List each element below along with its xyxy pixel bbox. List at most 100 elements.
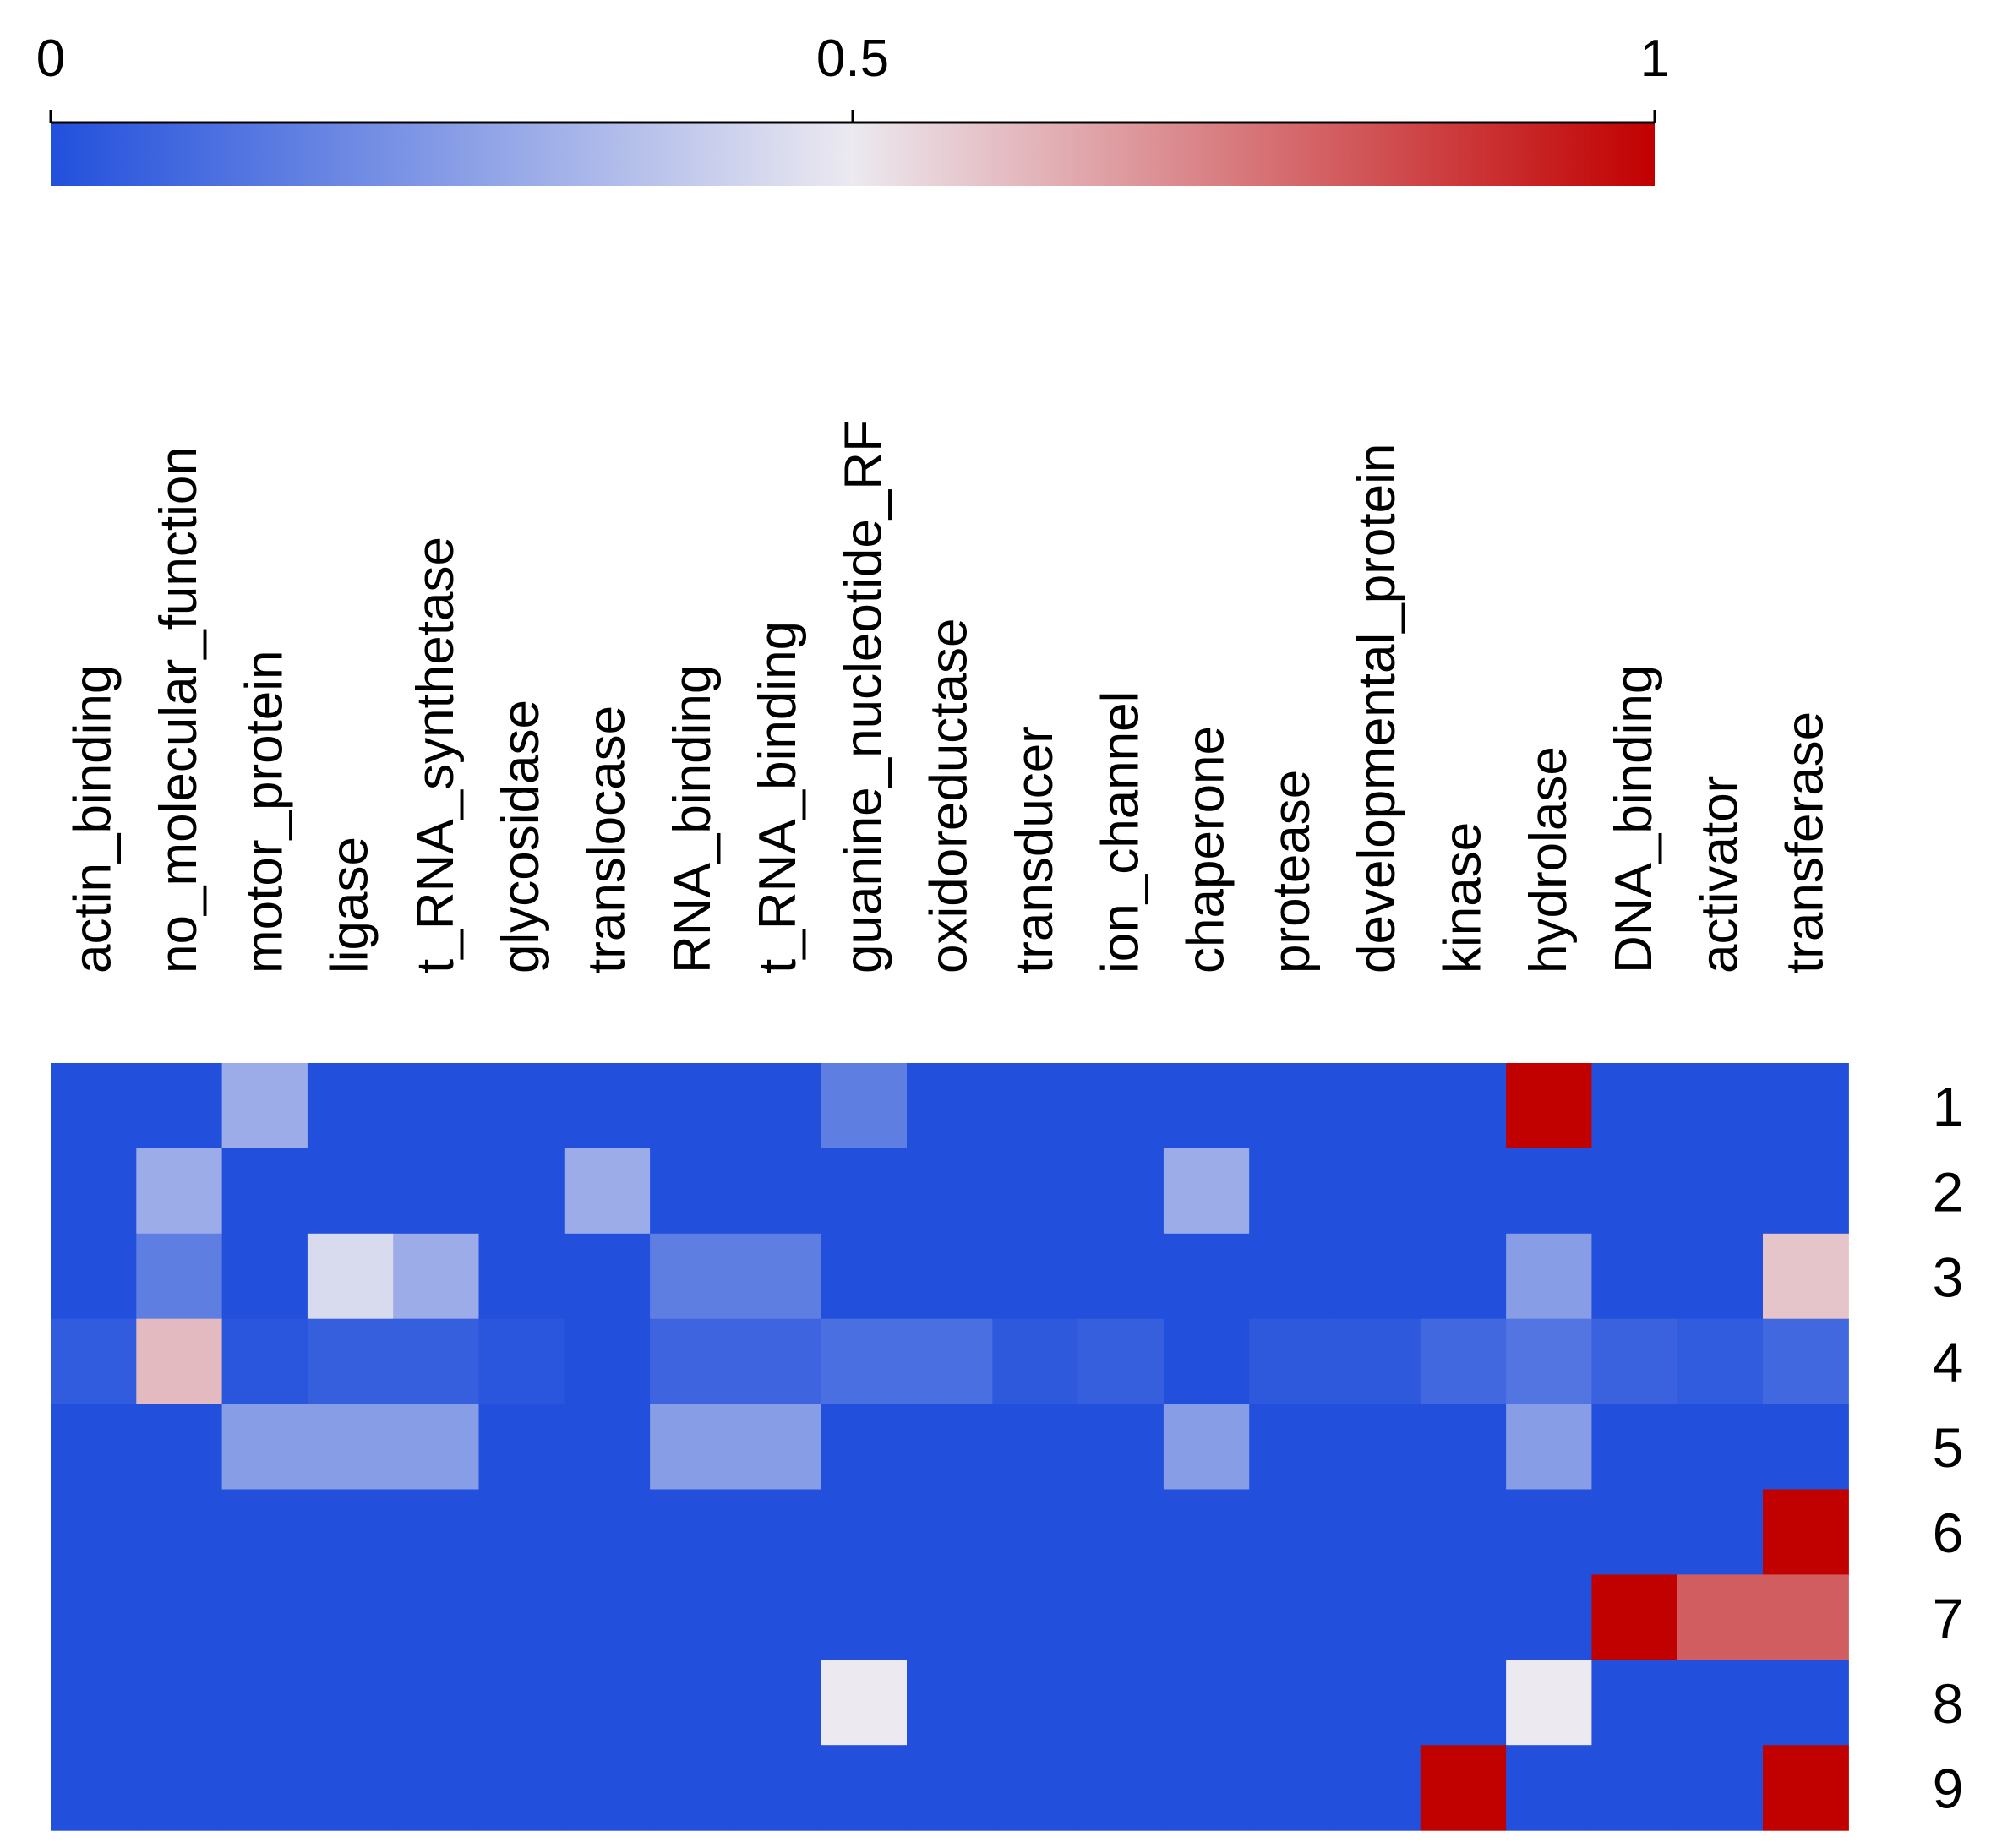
row-label-6: 6 (1933, 1502, 1964, 1564)
heatmap-cell-r7-activator (1677, 1574, 1764, 1660)
heatmap-cell-r7-oxidoreductase (907, 1574, 993, 1660)
column-label-t_RNA_synthetase: t_RNA_synthetase (406, 537, 465, 973)
heatmap-cell-r5-no_molecular_function (136, 1404, 223, 1491)
column-label-kinase: kinase (1434, 822, 1492, 973)
heatmap-cell-r7-t_RNA_synthetase (393, 1574, 480, 1660)
heatmap-cell-r8-oxidoreductase (907, 1660, 993, 1746)
colorbar-tick-label-1: 0.5 (816, 30, 889, 88)
heatmap-cell-r8-ligase (307, 1660, 394, 1746)
heatmap-cell-r2-t_RNA_synthetase (393, 1148, 480, 1235)
heatmap-cell-r9-no_molecular_function (136, 1745, 223, 1831)
heatmap-cell-r4-actin_binding (51, 1318, 137, 1405)
heatmap-cell-r1-motor_protein (221, 1063, 308, 1149)
heatmap-cell-r2-translocase (564, 1148, 651, 1235)
row-label-3: 3 (1933, 1246, 1964, 1308)
column-label-guanine_nucleotide_RF: guanine_nucleotide_RF (834, 420, 892, 973)
heatmap-cell-r1-kinase (1420, 1063, 1507, 1149)
column-label-protease: protease (1263, 770, 1321, 973)
heatmap-cell-r6-RNA_binding (650, 1489, 736, 1575)
heatmap-cell-r6-oxidoreductase (907, 1489, 993, 1575)
heatmap-cell-r3-glycosidase (478, 1233, 565, 1320)
heatmap-cell-r7-glycosidase (478, 1574, 565, 1660)
heatmap-cell-r6-activator (1677, 1489, 1764, 1575)
heatmap-cell-r3-motor_protein (221, 1233, 308, 1320)
heatmap-cell-r3-developmental_protein (1334, 1233, 1421, 1320)
heatmap-cell-r2-oxidoreductase (907, 1148, 993, 1235)
heatmap-cell-r2-hydrolase (1506, 1148, 1592, 1235)
row-label-2: 2 (1933, 1160, 1964, 1223)
heatmap-cell-r6-t_RNA_synthetase (393, 1489, 480, 1575)
heatmap-cell-r2-DNA_binding (1591, 1148, 1678, 1235)
heatmap-cell-r1-chaperone (1163, 1063, 1250, 1149)
heatmap-cell-r9-t_RNA_binding (735, 1745, 822, 1831)
column-label-activator: activator (1690, 776, 1748, 973)
heatmap-cell-r6-t_RNA_binding (735, 1489, 822, 1575)
heatmap-cell-r1-t_RNA_binding (735, 1063, 822, 1149)
heatmap-cell-r2-guanine_nucleotide_RF (821, 1148, 908, 1235)
heatmap-cell-r9-DNA_binding (1591, 1745, 1678, 1831)
heatmap-cell-r2-ion_channel (1077, 1148, 1165, 1235)
heatmap-cell-r6-actin_binding (51, 1489, 137, 1575)
heatmap-cell-r9-ligase (307, 1745, 394, 1831)
heatmap-cell-r5-DNA_binding (1591, 1404, 1678, 1491)
heatmap-cell-r7-actin_binding (51, 1574, 137, 1660)
heatmap-cell-r4-ion_channel (1077, 1318, 1165, 1405)
heatmap-cell-r8-chaperone (1163, 1660, 1250, 1746)
heatmap-cell-r7-RNA_binding (650, 1574, 736, 1660)
heatmap-cell-r1-translocase (564, 1063, 651, 1149)
heatmap-cell-r1-protease (1249, 1063, 1336, 1149)
heatmap-cell-r7-kinase (1420, 1574, 1507, 1660)
heatmap-cell-r1-ligase (307, 1063, 394, 1149)
heatmap-cell-r6-developmental_protein (1334, 1489, 1421, 1575)
heatmap-cell-r9-translocase (564, 1745, 651, 1831)
heatmap-cell-r5-guanine_nucleotide_RF (821, 1404, 908, 1491)
heatmap-cell-r6-no_molecular_function (136, 1489, 223, 1575)
heatmap-cell-r6-glycosidase (478, 1489, 565, 1575)
column-label-transducer: transducer (1006, 726, 1064, 973)
heatmap-cell-r4-developmental_protein (1334, 1318, 1421, 1405)
heatmap-cells (51, 1063, 1849, 1831)
heatmap-cell-r8-translocase (564, 1660, 651, 1746)
heatmap-cell-r2-transferase (1763, 1148, 1849, 1235)
row-label-8: 8 (1933, 1672, 1964, 1735)
heatmap-cell-r9-kinase (1420, 1745, 1507, 1831)
heatmap-cell-r9-guanine_nucleotide_RF (821, 1745, 908, 1831)
column-label-ligase: ligase (321, 837, 379, 973)
heatmap-cell-r9-activator (1677, 1745, 1764, 1831)
heatmap-cell-r7-developmental_protein (1334, 1574, 1421, 1660)
heatmap-cell-r4-oxidoreductase (907, 1318, 993, 1405)
heatmap-cell-r5-oxidoreductase (907, 1404, 993, 1491)
heatmap-cell-r3-protease (1249, 1233, 1336, 1320)
heatmap-cell-r5-chaperone (1163, 1404, 1250, 1491)
heatmap-cell-r7-hydrolase (1506, 1574, 1592, 1660)
row-label-7: 7 (1933, 1587, 1964, 1649)
heatmap-cell-r7-transducer (992, 1574, 1079, 1660)
heatmap-cell-r4-kinase (1420, 1318, 1507, 1405)
heatmap-cell-r3-no_molecular_function (136, 1233, 223, 1320)
heatmap-cell-r5-t_RNA_synthetase (393, 1404, 480, 1491)
heatmap-cell-r1-glycosidase (478, 1063, 565, 1149)
heatmap-cell-r8-glycosidase (478, 1660, 565, 1746)
heatmap-cell-r4-transferase (1763, 1318, 1849, 1405)
heatmap-cell-r4-guanine_nucleotide_RF (821, 1318, 908, 1405)
heatmap-cell-r8-DNA_binding (1591, 1660, 1678, 1746)
colorbar-tick-label-2: 1 (1640, 30, 1669, 88)
heatmap-cell-r6-motor_protein (221, 1489, 308, 1575)
heatmap-cell-r9-transferase (1763, 1745, 1849, 1831)
heatmap-cell-r5-t_RNA_binding (735, 1404, 822, 1491)
heatmap-cell-r5-glycosidase (478, 1404, 565, 1491)
heatmap-cell-r3-t_RNA_synthetase (393, 1233, 480, 1320)
heatmap-cell-r7-DNA_binding (1591, 1574, 1678, 1660)
heatmap-cell-r5-activator (1677, 1404, 1764, 1491)
row-label-1: 1 (1933, 1076, 1964, 1138)
heatmap-cell-r4-activator (1677, 1318, 1764, 1405)
heatmap-cell-r5-motor_protein (221, 1404, 308, 1491)
heatmap-cell-r4-hydrolase (1506, 1318, 1592, 1405)
column-label-oxidoreductase: oxidoreductase (920, 619, 979, 974)
heatmap-cell-r4-chaperone (1163, 1318, 1250, 1405)
heatmap-cell-r7-translocase (564, 1574, 651, 1660)
heatmap-cell-r3-oxidoreductase (907, 1233, 993, 1320)
heatmap-cell-r2-RNA_binding (650, 1148, 736, 1235)
heatmap-cell-r4-t_RNA_binding (735, 1318, 822, 1405)
heatmap-cell-r3-DNA_binding (1591, 1233, 1678, 1320)
